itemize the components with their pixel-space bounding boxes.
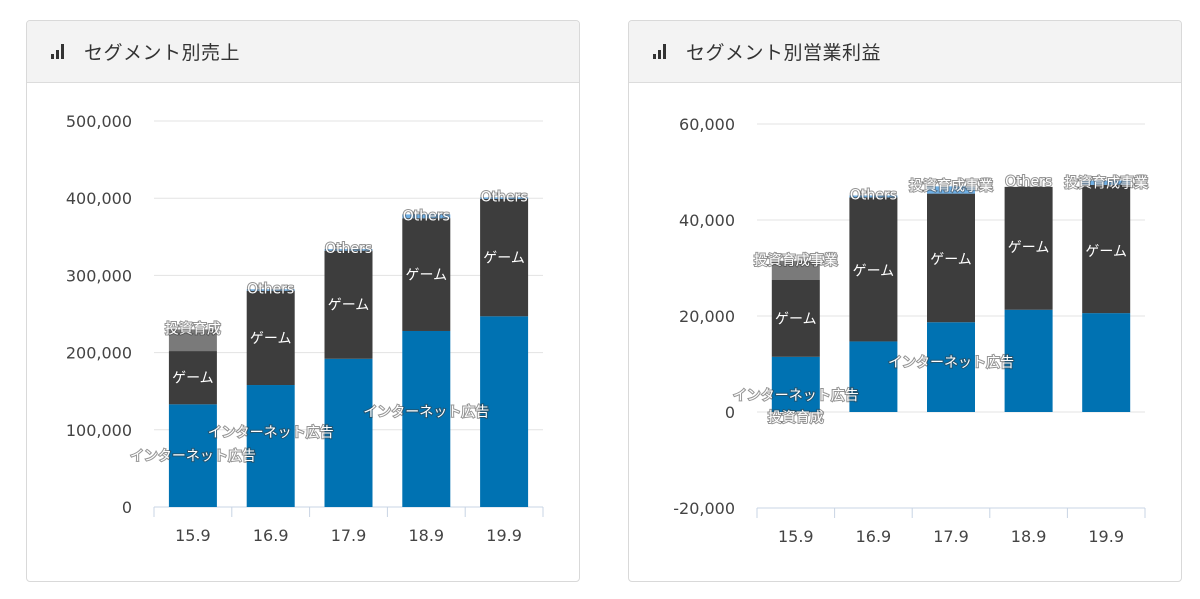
- y-tick-label: 400,000: [66, 189, 132, 208]
- segment-label: Others: [247, 281, 294, 297]
- segment-label: ゲーム: [250, 331, 292, 347]
- y-tick-label: 200,000: [66, 344, 132, 363]
- x-tick-label: 16.9: [253, 526, 289, 545]
- bar-segment: [927, 193, 975, 323]
- bar-segment: [402, 218, 451, 331]
- bar-segment: [771, 356, 820, 412]
- bar-segment: [324, 358, 373, 507]
- segment-label: ゲーム: [328, 298, 370, 314]
- bar-segment: [480, 198, 529, 317]
- bar-segment: [402, 330, 451, 507]
- bar-segment: [246, 289, 295, 291]
- segment-label: インターネット広告: [208, 425, 334, 441]
- bar-segment: [324, 250, 373, 359]
- bar-segment: [1004, 309, 1053, 412]
- bar-segment: [849, 197, 898, 342]
- panel-header: セグメント別売上: [27, 21, 579, 83]
- bar-segment: [1082, 184, 1131, 314]
- y-tick-label: 60,000: [679, 115, 735, 134]
- x-tick-label: 18.9: [1011, 527, 1047, 546]
- y-tick-label: 40,000: [679, 211, 735, 230]
- y-tick-label: 500,000: [66, 112, 132, 131]
- bar-segment: [480, 316, 529, 507]
- panel-title: セグメント別営業利益: [686, 42, 882, 64]
- segment-label: 投資育成: [768, 410, 824, 426]
- segment-label: ゲーム: [1008, 240, 1050, 256]
- bar-segment: [402, 214, 451, 219]
- x-tick-label: 15.9: [778, 527, 814, 546]
- panel-header: セグメント別営業利益: [629, 21, 1181, 83]
- segment-label: ゲーム: [483, 251, 525, 267]
- x-tick-label: 17.9: [331, 526, 367, 545]
- y-tick-label: 300,000: [66, 266, 132, 285]
- y-tick-label: 100,000: [66, 421, 132, 440]
- bar-segment: [927, 322, 975, 412]
- x-tick-label: 18.9: [408, 526, 444, 545]
- y-tick-label: 0: [122, 498, 132, 517]
- segment-label: ゲーム: [1085, 244, 1127, 260]
- bar-segment: [246, 385, 295, 507]
- segment-label: インターネット広告: [130, 449, 256, 465]
- segment-label: ゲーム: [406, 268, 448, 284]
- bar-segment: [771, 260, 820, 280]
- segment-label: インターネット広告: [733, 388, 859, 404]
- segment-label: Others: [325, 241, 372, 257]
- x-tick-label: 17.9: [933, 527, 969, 546]
- segment-label: 投資育成事業: [909, 178, 993, 194]
- bar-segment: [771, 280, 820, 357]
- x-tick-label: 19.9: [1088, 527, 1124, 546]
- sales-by-segment-panel: セグメント別売上 500,000 400,000 300,000 200,000 100…: [26, 20, 580, 582]
- segment-label: ゲーム: [775, 311, 817, 327]
- segment-label: インターネット広告: [888, 355, 1014, 371]
- sales-chart: 500,000 400,000 300,000 200,000 100,000 0 15.9…: [66, 112, 544, 545]
- x-tick-label: 19.9: [486, 526, 522, 545]
- segment-label: Others: [403, 209, 450, 225]
- segment-label: 投資育成事業: [754, 253, 838, 269]
- segment-label: ゲーム: [930, 252, 972, 268]
- profit-chart: 60,000 40,000 20,000 0 -20,000 15.9 16.9 17.9 18…: [673, 115, 1149, 546]
- segment-label: Others: [481, 189, 528, 205]
- bar-segment: [1082, 180, 1131, 185]
- operating-profit-by-segment-panel: セグメント別営業利益 60,000 40,000 20,000 0 -20,000 15.…: [628, 20, 1182, 582]
- x-tick-label: 15.9: [175, 526, 211, 545]
- segment-label: Others: [1005, 174, 1052, 190]
- bar-segment: [849, 341, 898, 412]
- segment-label: インターネット広告: [363, 404, 489, 420]
- bar-segment: [246, 290, 295, 386]
- segment-label: 投資育成: [165, 321, 221, 337]
- segment-label: Others: [850, 188, 897, 204]
- bar-segment: [168, 351, 217, 405]
- bar-segment: [1004, 186, 1053, 310]
- segment-label: 投資育成事業: [1064, 176, 1148, 192]
- bar-segment: [168, 329, 217, 352]
- bar-segment: [324, 249, 373, 251]
- segment-label: ゲーム: [172, 371, 214, 387]
- bar-segment: [849, 195, 898, 198]
- bar-chart-icon: [51, 44, 64, 59]
- bar-segment: [927, 186, 975, 194]
- y-tick-label: 0: [725, 403, 735, 422]
- segment-label: ゲーム: [853, 263, 895, 279]
- bar-chart-icon: [653, 44, 666, 59]
- x-tick-label: 16.9: [856, 527, 892, 546]
- bar-segment: [480, 197, 529, 199]
- bar-segment: [1082, 313, 1131, 412]
- y-tick-label: 20,000: [679, 307, 735, 326]
- y-tick-label: -20,000: [673, 499, 735, 518]
- panel-title: セグメント別売上: [84, 42, 241, 64]
- bar-segment: [168, 404, 217, 507]
